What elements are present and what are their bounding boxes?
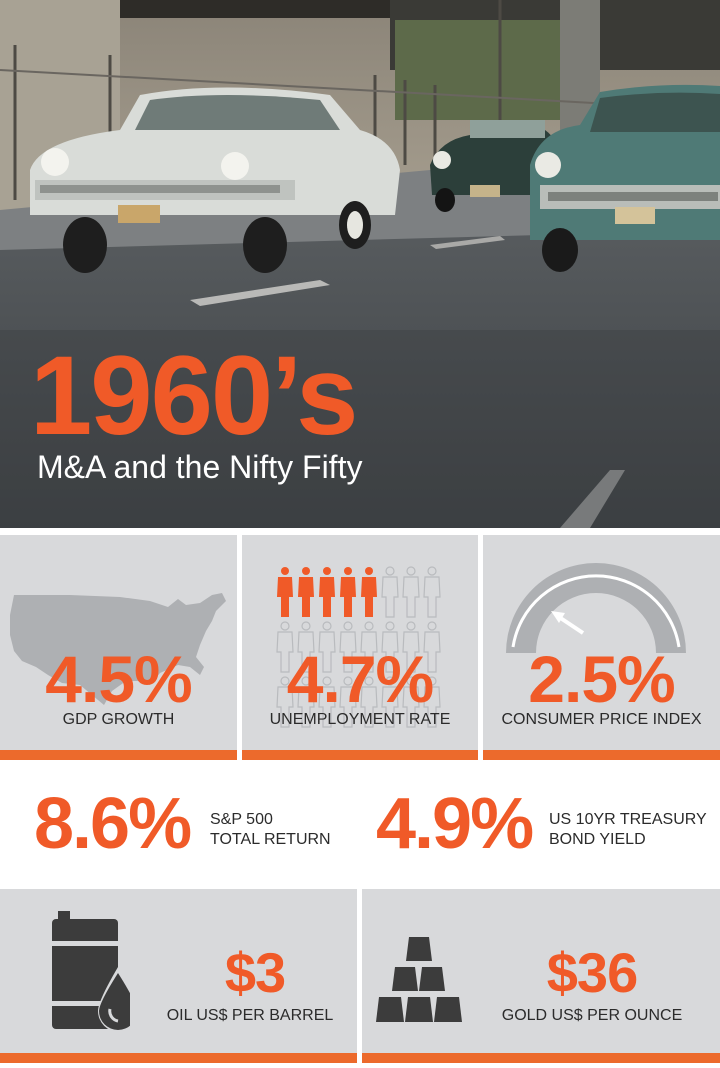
- oil-price-label: OIL US$ PER BARREL: [166, 1007, 334, 1024]
- person-icon: [276, 676, 294, 728]
- person-icon: [361, 567, 377, 617]
- accent-bar: [0, 1053, 357, 1063]
- sp500-label-line1: S&P 500: [210, 811, 273, 828]
- unemployment-rate-value: 4.7%: [286, 642, 434, 716]
- oil-price-value: $3: [224, 941, 286, 1004]
- person-icon: [318, 621, 336, 673]
- gdp-growth-value: 4.5%: [45, 642, 192, 716]
- accent-bar: [362, 1053, 720, 1063]
- accent-bar: [0, 750, 237, 760]
- person-icon: [402, 566, 420, 618]
- person-icon: [402, 676, 420, 728]
- person-icon: [381, 621, 399, 673]
- gold-price-label: GOLD US$ PER OUNCE: [501, 1007, 683, 1024]
- person-icon: [423, 566, 441, 618]
- gold-bars-icon: [376, 937, 462, 1022]
- person-icon: [423, 621, 441, 673]
- person-icon: [381, 676, 399, 728]
- sp500-label-line2: TOTAL RETURN: [210, 831, 331, 848]
- people-icon: [276, 566, 441, 728]
- person-icon: [277, 567, 293, 617]
- unemployment-rate-tile: 4.7% UNEMPLOYMENT RATE: [242, 535, 478, 760]
- accent-bar: [242, 750, 478, 760]
- person-icon: [360, 676, 378, 728]
- hero-subtitle: M&A and the Nifty Fifty: [37, 449, 363, 485]
- treasury-label-line2: BOND YIELD: [549, 831, 646, 848]
- unemployment-rate-label: UNEMPLOYMENT RATE: [269, 711, 451, 728]
- person-icon: [339, 676, 357, 728]
- person-icon: [297, 621, 315, 673]
- person-icon: [319, 567, 335, 617]
- person-icon: [381, 566, 399, 618]
- cpi-value: 2.5%: [528, 642, 675, 716]
- accent-bar: [483, 750, 720, 760]
- person-icon: [339, 621, 357, 673]
- teal-car: [530, 84, 720, 272]
- white-car: [30, 87, 400, 273]
- person-icon: [297, 676, 315, 728]
- vintage-cars-photo: [0, 0, 720, 528]
- treasury-label: US 10YR TREASURY BOND YIELD: [549, 810, 707, 850]
- person-icon: [298, 567, 314, 617]
- person-icon: [360, 621, 378, 673]
- treasury-yield-value: 4.9%: [376, 784, 534, 864]
- gold-price-value: $36: [546, 941, 638, 1004]
- gdp-growth-tile: 4.5% GDP GROWTH: [0, 535, 237, 760]
- sp500-label: S&P 500 TOTAL RETURN: [210, 810, 331, 850]
- sp500-return-value: 8.6%: [34, 784, 192, 864]
- cpi-label: CONSUMER PRICE INDEX: [501, 711, 702, 728]
- us-map-icon: [10, 593, 226, 705]
- green-sports-car: [430, 120, 560, 212]
- person-icon: [423, 676, 441, 728]
- consumer-price-index-tile: 2.5% CONSUMER PRICE INDEX: [483, 535, 720, 760]
- hero-section: 1960’s M&A and the Nifty Fifty: [0, 0, 720, 528]
- person-icon: [340, 567, 356, 617]
- person-icon: [318, 676, 336, 728]
- treasury-label-line1: US 10YR TREASURY: [549, 811, 707, 828]
- gold-price-tile: $36 GOLD US$ PER OUNCE: [362, 889, 720, 1063]
- oil-price-tile: $3 OIL US$ PER BARREL: [0, 889, 357, 1063]
- oil-barrel-icon: [50, 911, 130, 1032]
- gdp-growth-label: GDP GROWTH: [62, 711, 175, 728]
- gauge-icon: [506, 563, 686, 653]
- hero-title: 1960’s: [30, 333, 358, 458]
- person-icon: [276, 621, 294, 673]
- person-icon: [402, 621, 420, 673]
